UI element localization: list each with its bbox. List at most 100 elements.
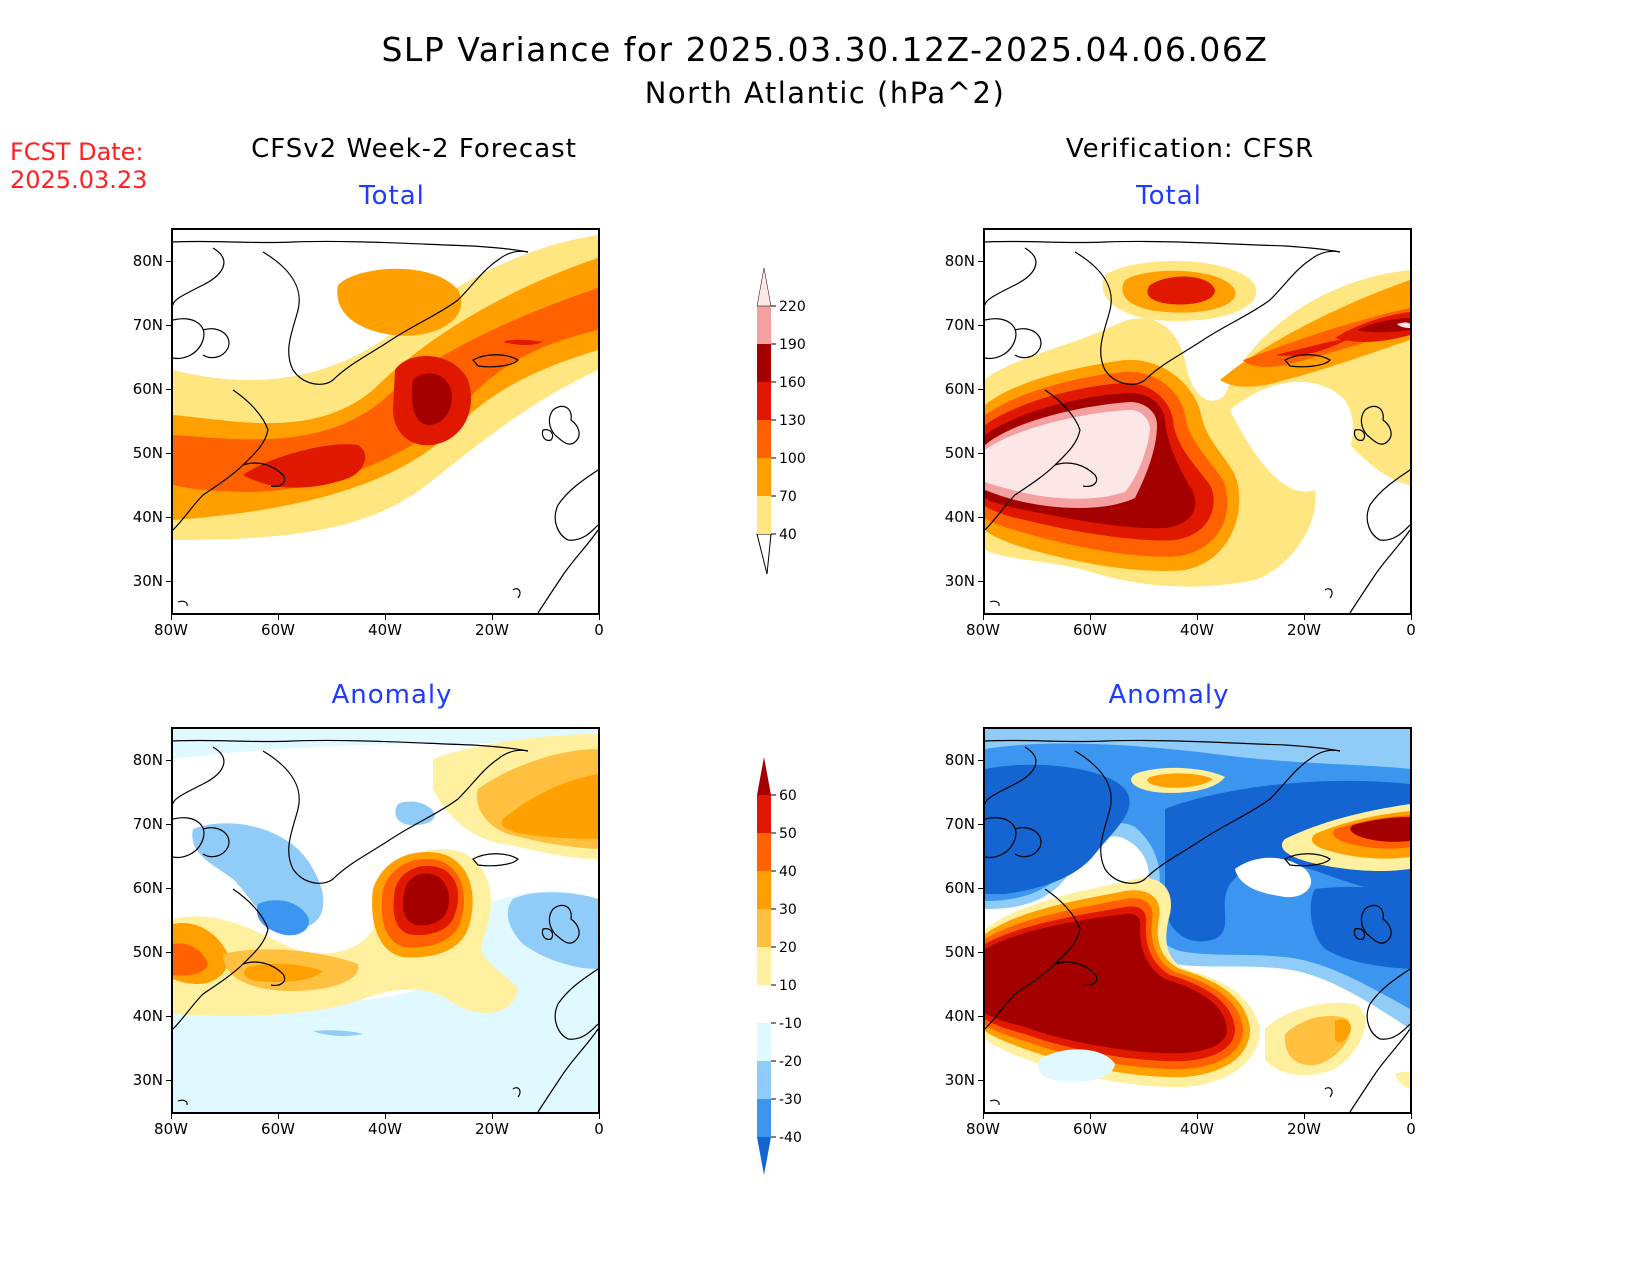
colorbar-segment (757, 985, 771, 1023)
latitude-tick-label: 80N (132, 751, 163, 769)
coastline (541, 429, 554, 441)
colorbar-segment (757, 458, 771, 496)
coastline (985, 247, 1037, 306)
colorbar-tick-label: -10 (779, 1016, 802, 1032)
latitude-tick (978, 325, 983, 326)
coastline (512, 1087, 521, 1098)
longitude-tick-label: 20W (475, 1120, 509, 1138)
coastline (177, 1099, 188, 1106)
coastline (985, 739, 1341, 752)
coastline (554, 469, 598, 541)
coastline (1074, 749, 1341, 884)
colorbar-segment (757, 420, 771, 458)
latitude-tick-label: 60N (944, 879, 975, 897)
latitude-tick (166, 888, 171, 889)
forecast-date-block: FCST Date: 2025.03.23 (10, 138, 147, 194)
coastline (1353, 928, 1366, 940)
longitude-tick-label: 20W (1287, 621, 1321, 639)
colorbar-segment (757, 382, 771, 420)
longitude-tick (1090, 1114, 1091, 1119)
longitude-tick-label: 60W (1073, 1120, 1107, 1138)
longitude-tick-label: 40W (368, 621, 402, 639)
latitude-tick (166, 453, 171, 454)
colorbar-segment (757, 833, 771, 871)
latitude-tick (978, 517, 983, 518)
main-title: SLP Variance for 2025.03.30.12Z-2025.04.… (381, 30, 1269, 69)
coastline (548, 904, 580, 944)
latitude-tick-label: 30N (132, 572, 163, 590)
coastline (202, 827, 230, 858)
coastline (1324, 1087, 1333, 1098)
latitude-tick (166, 1080, 171, 1081)
longitude-tick-label: 0 (1406, 1120, 1416, 1138)
forecast-date-label: FCST Date: (10, 138, 144, 166)
longitude-tick-label: 60W (1073, 621, 1107, 639)
colorbar-tick-label: 30 (779, 902, 797, 918)
longitude-tick (1411, 615, 1412, 620)
longitude-tick-label: 20W (1287, 1120, 1321, 1138)
latitude-tick (166, 581, 171, 582)
longitude-tick (171, 615, 172, 620)
coastline (985, 746, 1037, 805)
longitude-tick (278, 615, 279, 620)
latitude-tick (166, 517, 171, 518)
coastline (1284, 853, 1331, 867)
latitude-tick (166, 325, 171, 326)
longitude-tick-label: 0 (594, 1120, 604, 1138)
coastline (242, 462, 286, 487)
colorbar-tick-label: 50 (779, 826, 797, 842)
latitude-tick (978, 1016, 983, 1017)
longitude-tick-label: 40W (368, 1120, 402, 1138)
anomaly-colorbar: 60 50 40 30 20 10 -10 -20 -30 -40 (745, 757, 835, 1197)
longitude-tick (171, 1114, 172, 1119)
latitude-tick-label: 30N (944, 572, 975, 590)
coastline (1014, 827, 1042, 858)
colorbar-tick-label: 60 (779, 788, 797, 804)
coastline (985, 240, 1341, 253)
longitude-tick-label: 80W (966, 621, 1000, 639)
coastline (177, 600, 188, 607)
longitude-tick-label: 40W (1180, 621, 1214, 639)
longitude-tick (983, 1114, 984, 1119)
colorbar-tick-label: 20 (779, 940, 797, 956)
latitude-tick-label: 70N (132, 815, 163, 833)
coastline (989, 1099, 1000, 1106)
coastline (1349, 529, 1410, 613)
coastline (1360, 904, 1392, 944)
colorbar-segment (757, 496, 771, 534)
coastline (1054, 462, 1098, 487)
latitude-tick-label: 50N (132, 943, 163, 961)
coastline (548, 405, 580, 445)
coastline (242, 961, 286, 986)
coastline (537, 529, 598, 613)
verification-column-title: Verification: CFSR (1065, 134, 1315, 164)
main-subtitle: North Atlantic (hPa^2) (644, 76, 1006, 110)
colorbar-segment (757, 909, 771, 947)
coastline (537, 1028, 598, 1112)
latitude-tick-label: 70N (944, 316, 975, 334)
colorbar-segment (757, 871, 771, 909)
coastline (554, 968, 598, 1040)
longitude-tick (599, 615, 600, 620)
coastline (1353, 429, 1366, 441)
latitude-tick (978, 1080, 983, 1081)
forecast-column-title: CFSv2 Week-2 Forecast (251, 134, 577, 164)
longitude-tick-label: 0 (1406, 621, 1416, 639)
colorbar-tick-label: 130 (779, 413, 806, 429)
coastline (202, 328, 230, 359)
colorbar-upper-extension (757, 757, 771, 795)
forecast-date-value: 2025.03.23 (10, 166, 148, 194)
longitude-tick (492, 615, 493, 620)
coastline (989, 600, 1000, 607)
coastline (262, 250, 529, 385)
latitude-tick (978, 760, 983, 761)
colorbar-lower-extension (756, 533, 772, 575)
colorbar-tick-label: -40 (779, 1130, 802, 1146)
colorbar-tick-label: 40 (779, 864, 797, 880)
colorbar-tick-label: 10 (779, 978, 797, 994)
latitude-tick-label: 70N (944, 815, 975, 833)
verification-total-title: Total (1136, 181, 1202, 211)
colorbar-segment (757, 306, 771, 344)
latitude-tick-label: 50N (944, 943, 975, 961)
colorbar-tick-label: 100 (779, 451, 806, 467)
